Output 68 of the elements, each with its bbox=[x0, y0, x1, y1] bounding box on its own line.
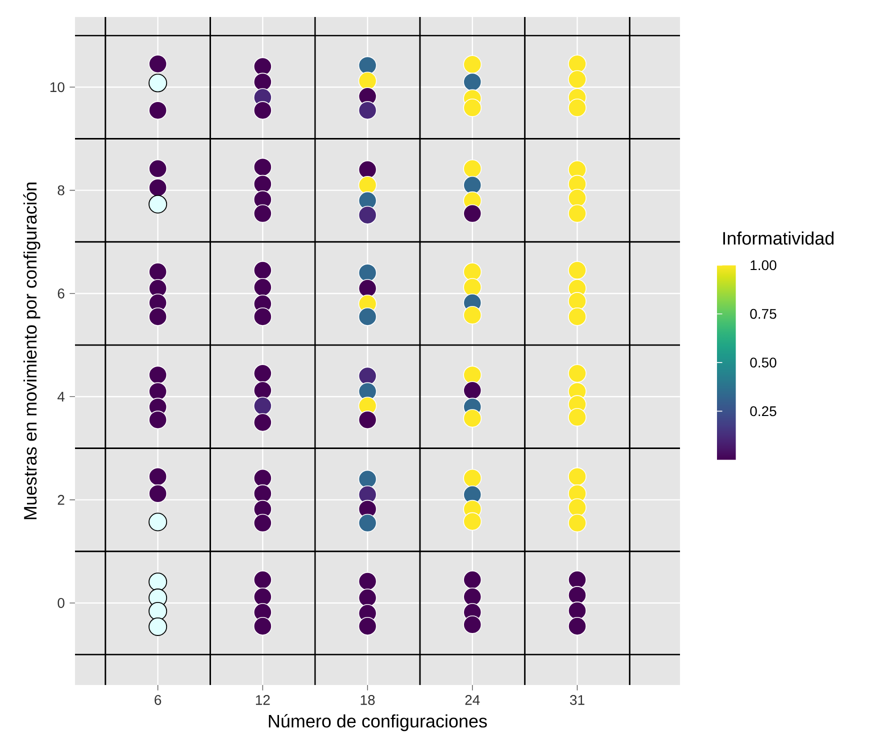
point bbox=[358, 264, 377, 282]
point bbox=[463, 615, 482, 634]
point bbox=[253, 570, 272, 589]
point bbox=[253, 204, 272, 223]
point bbox=[358, 307, 377, 326]
point bbox=[148, 512, 168, 532]
point bbox=[358, 572, 377, 591]
x-tick-label: 18 bbox=[360, 695, 375, 705]
point bbox=[463, 588, 482, 606]
point bbox=[358, 101, 377, 120]
color-bar-label: 1.00 bbox=[750, 260, 776, 270]
color-bar-label: 0.50 bbox=[750, 358, 776, 368]
y-tick-label: 8 bbox=[58, 185, 64, 196]
point bbox=[568, 188, 586, 208]
point bbox=[463, 72, 482, 92]
y-axis-title: Muestras en movimiento por configuración bbox=[23, 182, 40, 520]
point bbox=[148, 194, 168, 214]
point bbox=[358, 160, 377, 179]
point bbox=[358, 279, 377, 298]
point bbox=[148, 74, 168, 92]
point bbox=[358, 366, 377, 386]
point bbox=[358, 616, 377, 636]
color-bar-title: Informatividad bbox=[723, 231, 834, 245]
point bbox=[568, 586, 586, 604]
point bbox=[463, 176, 482, 194]
color-bar-label: 0.25 bbox=[750, 406, 776, 416]
point bbox=[463, 512, 482, 531]
point bbox=[358, 56, 377, 75]
x-tick-label: 31 bbox=[570, 695, 584, 705]
point bbox=[358, 514, 377, 532]
point bbox=[148, 617, 168, 636]
x-tick-label: 12 bbox=[256, 695, 270, 705]
point bbox=[253, 588, 272, 606]
point bbox=[253, 616, 272, 636]
point bbox=[568, 70, 586, 89]
point bbox=[463, 570, 482, 589]
x-axis-title: Número de configuraciones bbox=[268, 714, 487, 732]
point bbox=[463, 204, 482, 223]
x-tick-label: 6 bbox=[154, 695, 162, 705]
point bbox=[148, 484, 168, 503]
point bbox=[253, 484, 272, 503]
y-tick-label: 10 bbox=[50, 82, 64, 92]
y-tick-label: 0 bbox=[58, 598, 64, 608]
point bbox=[148, 382, 168, 401]
point bbox=[358, 206, 377, 224]
point bbox=[148, 159, 168, 178]
point bbox=[253, 278, 272, 296]
point bbox=[358, 470, 377, 488]
point bbox=[358, 588, 377, 608]
point bbox=[253, 396, 272, 416]
point bbox=[148, 572, 168, 592]
point bbox=[148, 602, 168, 621]
point bbox=[148, 410, 168, 430]
point bbox=[568, 616, 586, 636]
point bbox=[568, 570, 586, 589]
y-tick-label: 2 bbox=[58, 494, 64, 505]
point bbox=[253, 413, 272, 432]
point bbox=[358, 410, 377, 430]
point bbox=[463, 381, 482, 400]
y-tick-label: 4 bbox=[57, 392, 65, 402]
color-bar-label: 0.75 bbox=[750, 308, 776, 319]
point bbox=[253, 381, 272, 400]
point bbox=[253, 158, 272, 176]
point bbox=[358, 72, 377, 90]
point bbox=[568, 602, 586, 620]
point bbox=[568, 514, 586, 532]
y-tick-label: 6 bbox=[58, 288, 64, 298]
x-tick-label: 24 bbox=[465, 695, 480, 705]
